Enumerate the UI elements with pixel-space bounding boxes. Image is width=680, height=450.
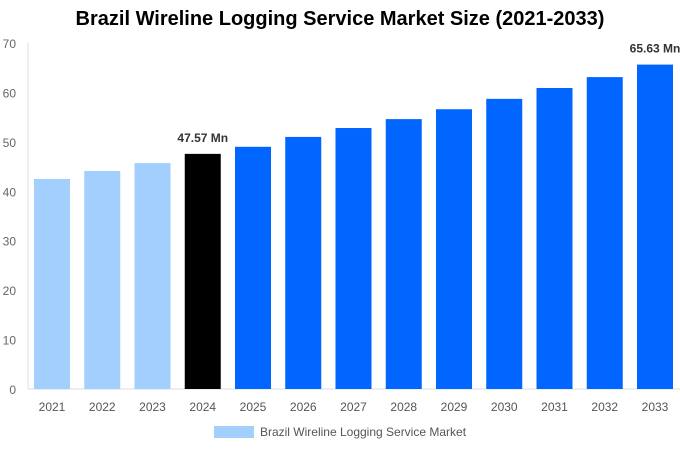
- x-tick-label: 2028: [390, 400, 417, 414]
- x-tick-label: 2021: [39, 400, 66, 414]
- y-tick-label: 30: [3, 235, 17, 249]
- bar-2022: [84, 171, 121, 389]
- y-tick-label: 50: [3, 136, 17, 150]
- legend: Brazil Wireline Logging Service Market: [0, 425, 680, 439]
- x-tick-label: 2023: [139, 400, 166, 414]
- y-tick-label: 40: [3, 185, 17, 199]
- x-tick-label: 2025: [240, 400, 267, 414]
- bar-2033: [637, 64, 673, 390]
- bar-2023: [134, 163, 171, 389]
- bar-2024: [184, 153, 221, 389]
- data-label: 65.63 Mn: [630, 42, 680, 56]
- x-tick-label: 2026: [290, 400, 317, 414]
- bar-2030: [486, 98, 523, 390]
- x-tick-label: 2022: [89, 400, 116, 414]
- x-tick-label: 2027: [340, 400, 367, 414]
- x-tick-label: 2031: [541, 400, 568, 414]
- x-tick-label: 2030: [491, 400, 518, 414]
- chart-title: Brazil Wireline Logging Service Market S…: [75, 8, 605, 30]
- y-tick-label: 60: [3, 86, 17, 100]
- data-label: 47.57 Mn: [177, 131, 228, 145]
- legend-swatch: [213, 426, 254, 438]
- y-tick-label: 20: [3, 284, 17, 298]
- y-tick-label: 0: [9, 383, 16, 397]
- y-tick-label: 10: [3, 334, 17, 348]
- bar-2028: [385, 119, 422, 390]
- bar-2025: [235, 146, 271, 389]
- y-tick-label: 70: [3, 37, 17, 51]
- x-tick-label: 2033: [642, 400, 669, 414]
- x-tick-label: 2032: [591, 400, 618, 414]
- x-tick-label: 2029: [441, 400, 468, 414]
- bar-2031: [536, 87, 573, 389]
- legend-label: Brazil Wireline Logging Service Market: [259, 425, 467, 439]
- bar-2027: [335, 128, 372, 389]
- bar-2029: [436, 109, 472, 389]
- x-tick-label: 2024: [189, 400, 216, 414]
- bar-2021: [34, 178, 70, 389]
- bar-2032: [586, 77, 623, 389]
- bar-2026: [285, 136, 322, 389]
